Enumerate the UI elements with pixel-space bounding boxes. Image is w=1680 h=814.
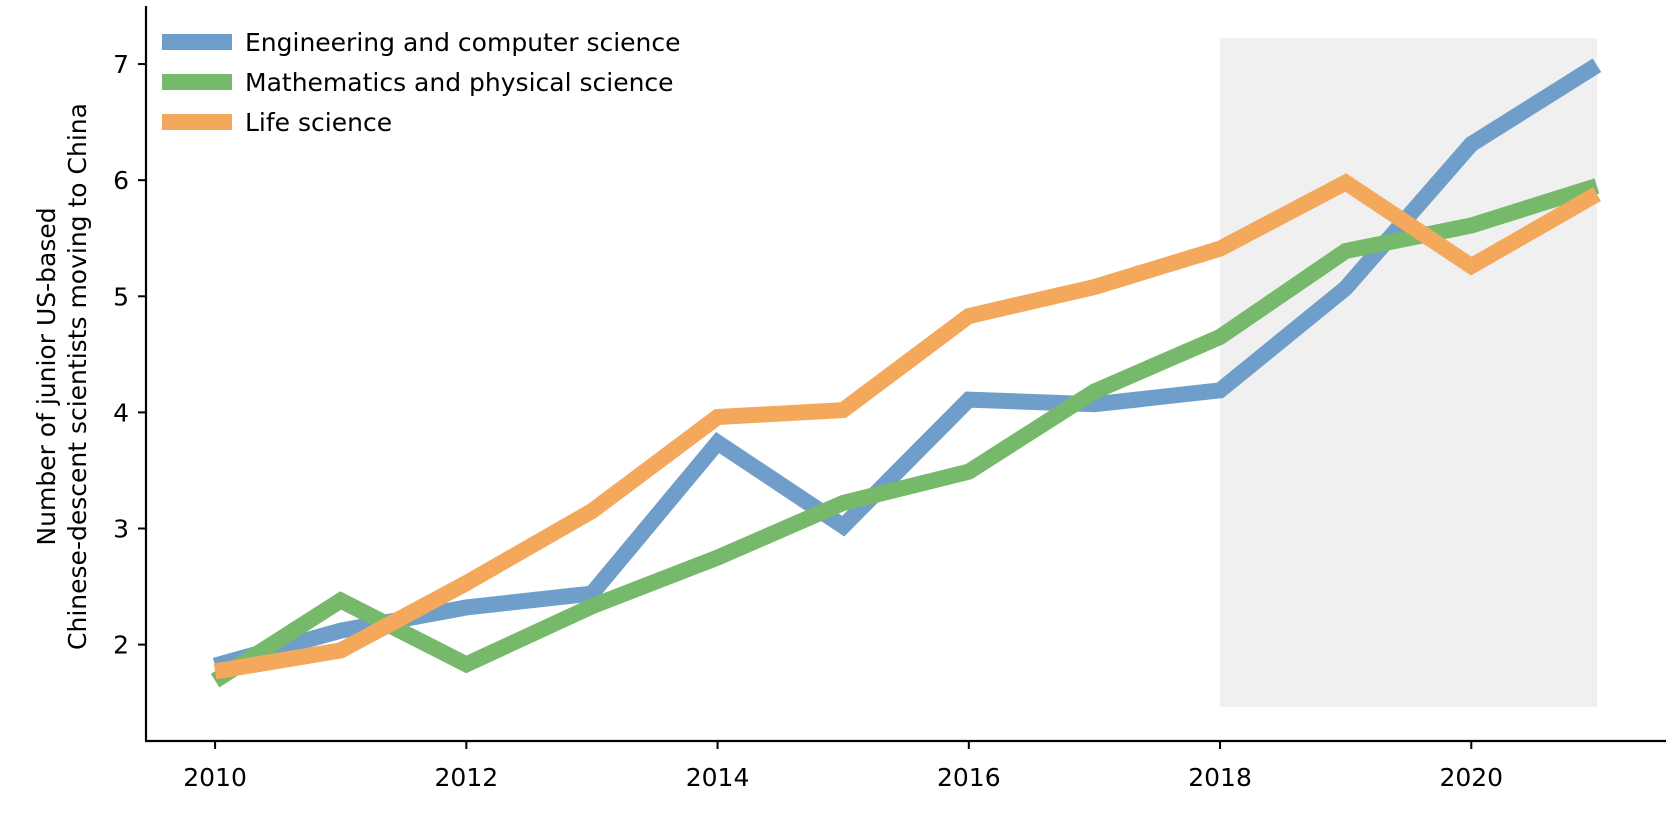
- legend-label-engineering-and-computer-science: Engineering and computer science: [245, 28, 681, 57]
- series-line-mathematics-and-physical-science: [210, 178, 1600, 688]
- series-layer: [210, 58, 1602, 688]
- x-tick-label: 2020: [1439, 763, 1503, 792]
- x-tick-label: 2018: [1188, 763, 1252, 792]
- y-axis-label-line-2: Chinese-descent scientists moving to Chi…: [63, 103, 92, 650]
- series-line-engineering-and-computer-science: [212, 58, 1602, 674]
- y-tick-label: 4: [113, 398, 129, 427]
- axis-layer: 2010 2012 2014 2016 2018 2020 2 3 4 5 6 7: [113, 6, 1666, 792]
- y-tick-label: 5: [113, 282, 129, 311]
- y-tick-label: 3: [113, 515, 129, 544]
- legend: Engineering and computer science Mathemat…: [162, 28, 681, 137]
- shaded-region-layer: [1220, 38, 1597, 707]
- y-tick-label: 6: [113, 166, 129, 195]
- shaded-region: [1220, 38, 1597, 707]
- y-axis-label: Number of junior US-based Chinese-descent…: [32, 103, 92, 650]
- x-tick-label: 2016: [937, 763, 1001, 792]
- y-tick-label: 2: [113, 631, 129, 660]
- legend-label-mathematics-and-physical-science: Mathematics and physical science: [245, 68, 674, 97]
- legend-label-life-science: Life science: [245, 108, 392, 137]
- x-tick-label: 2014: [686, 763, 750, 792]
- y-axis-label-line-1: Number of junior US-based: [32, 207, 61, 545]
- y-tick-label: 7: [113, 50, 129, 79]
- x-tick-label: 2010: [183, 763, 247, 792]
- series-line-life-science: [213, 173, 1601, 680]
- x-tick-label: 2012: [435, 763, 499, 792]
